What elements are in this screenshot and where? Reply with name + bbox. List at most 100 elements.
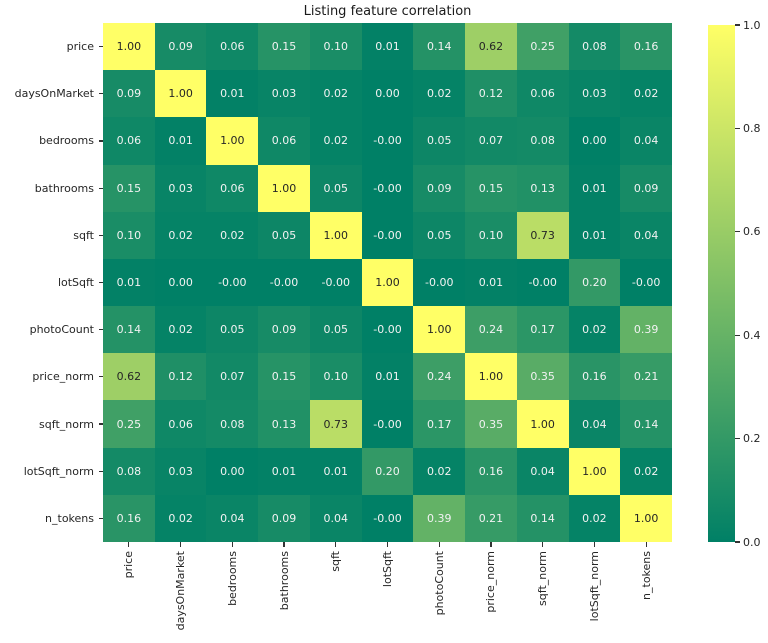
heatmap-cell: 1.00: [465, 353, 517, 401]
heatmap-cell: 0.62: [103, 353, 155, 401]
heatmap-cell: 0.14: [103, 306, 155, 354]
heatmap-cell: 0.16: [103, 494, 155, 542]
heatmap-cell: 1.00: [516, 400, 569, 448]
y-tick-label: bedrooms: [39, 134, 94, 148]
heatmap-cell: 0.02: [413, 447, 466, 495]
x-tick-label: daysOnMarket: [174, 551, 188, 631]
heatmap-cell: 0.02: [154, 211, 207, 259]
y-tick-mark: [98, 187, 103, 189]
heatmap-cell: 0.05: [413, 117, 466, 165]
heatmap-cell: 0.09: [413, 164, 466, 212]
heatmap-cell: 1.00: [413, 306, 466, 354]
heatmap-cell: 1.00: [620, 494, 672, 542]
heatmap-cell: 0.01: [154, 117, 207, 165]
heatmap-cell: 0.35: [465, 400, 517, 448]
heatmap-cell: -0.00: [620, 258, 672, 307]
heatmap-cell: 0.39: [413, 494, 466, 542]
heatmap-cell: 0.15: [258, 353, 310, 401]
heatmap-cell: 0.13: [516, 164, 569, 212]
heatmap-cell: 0.01: [465, 258, 517, 307]
heatmap-cell: 0.06: [206, 23, 259, 71]
heatmap-cell: 0.39: [620, 306, 672, 354]
heatmap-cell: 0.02: [620, 70, 672, 118]
heatmap-cell: 0.73: [516, 211, 569, 259]
colorbar: [708, 25, 735, 542]
colorbar-tick-mark: [735, 127, 740, 129]
heatmap-cell: 0.00: [568, 117, 621, 165]
heatmap-cell: 0.03: [568, 70, 621, 118]
heatmap-cell: 0.15: [103, 164, 155, 212]
heatmap-cell: -0.00: [361, 211, 414, 259]
heatmap-cell: 1.00: [568, 447, 621, 495]
heatmap-cell: 0.02: [206, 211, 259, 259]
y-tick-label: photoCount: [29, 323, 94, 337]
heatmap-cell: 0.02: [309, 70, 362, 118]
heatmap-cell: -0.00: [206, 258, 259, 307]
heatmap-cell: 0.20: [568, 258, 621, 307]
x-tick-label: price: [122, 551, 136, 579]
x-tick-label: lotSqft: [380, 551, 394, 588]
colorbar-tick-mark: [735, 438, 740, 440]
x-tick-label: photoCount: [432, 551, 446, 616]
y-tick-mark: [98, 281, 103, 284]
x-tick-label: price_norm: [484, 551, 498, 613]
heatmap-cell: 0.02: [568, 306, 621, 354]
heatmap-cell: 0.73: [309, 400, 362, 448]
heatmap-cell: 0.03: [258, 70, 310, 118]
heatmap-cell: 0.09: [103, 70, 155, 118]
x-tick-mark: [386, 542, 389, 547]
colorbar-tick-label: 0.2: [743, 432, 761, 446]
y-tick-mark: [98, 470, 103, 472]
heatmap-cell: 0.13: [258, 400, 310, 448]
y-tick-label: sqft_norm: [39, 417, 94, 431]
x-tick-mark: [179, 542, 182, 547]
y-tick-label: sqft: [73, 228, 94, 242]
heatmap-cell: 0.15: [258, 23, 310, 71]
heatmap-cell: 0.10: [103, 211, 155, 259]
heatmap-cell: 0.06: [103, 117, 155, 165]
heatmap-cell: 0.05: [309, 306, 362, 354]
heatmap-cell: 0.04: [568, 400, 621, 448]
x-tick-mark: [283, 542, 285, 547]
heatmap-cell: 0.16: [465, 447, 517, 495]
chart-title: Listing feature correlation: [303, 4, 472, 19]
x-tick-mark: [335, 542, 337, 547]
y-tick-mark: [98, 140, 103, 142]
heatmap-cell: 0.01: [568, 164, 621, 212]
heatmap-cell: 0.02: [568, 494, 621, 542]
heatmap-cell: 0.09: [258, 306, 310, 354]
heatmap-cell: 0.05: [309, 164, 362, 212]
y-tick-mark: [98, 423, 103, 425]
heatmap-cell: 0.09: [258, 494, 310, 542]
heatmap-cell: 0.04: [309, 494, 362, 542]
x-axis: price daysOnMarket bedrooms bathrooms sqft lo…: [103, 542, 672, 642]
heatmap-cell: 0.02: [309, 117, 362, 165]
heatmap-cell: 0.06: [516, 70, 569, 118]
heatmap-cell: 0.06: [154, 400, 207, 448]
heatmap-cell: -0.00: [361, 306, 414, 354]
x-tick-label: n_tokens: [639, 551, 653, 600]
heatmap-cell: 0.02: [620, 447, 672, 495]
x-tick-label: sqft_norm: [536, 551, 550, 606]
y-tick-mark: [98, 234, 103, 236]
heatmap-cell: 0.02: [154, 494, 207, 542]
y-tick-mark: [98, 45, 103, 48]
colorbar-tick-label: 1.0: [743, 18, 761, 32]
heatmap-cell: 0.14: [620, 400, 672, 448]
y-tick-label: lotSqft_norm: [23, 464, 94, 478]
y-tick-label: lotSqft: [57, 275, 94, 289]
colorbar-tick-mark: [735, 334, 740, 336]
x-tick-mark: [542, 542, 544, 547]
heatmap-cell: 0.01: [206, 70, 259, 118]
heatmap-cell: -0.00: [309, 258, 362, 307]
heatmap-cell: 0.06: [258, 117, 310, 165]
heatmap-cell: 0.08: [568, 23, 621, 71]
heatmap-cell: 0.14: [413, 23, 466, 71]
y-tick-label: price_norm: [32, 370, 94, 384]
heatmap-cell: -0.00: [413, 258, 466, 307]
heatmap-cell: 0.07: [465, 117, 517, 165]
heatmap-cell: 0.04: [516, 447, 569, 495]
heatmap-cell: 0.24: [413, 353, 466, 401]
heatmap-cell: 1.00: [361, 258, 414, 307]
